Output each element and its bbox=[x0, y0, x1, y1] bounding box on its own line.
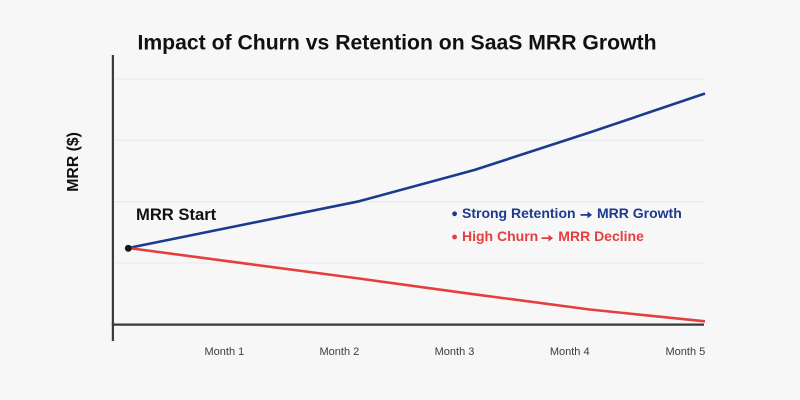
svg-text:Month 5: Month 5 bbox=[666, 346, 706, 358]
svg-text:High Churn: High Churn bbox=[462, 228, 538, 244]
svg-text:Month 2: Month 2 bbox=[320, 346, 360, 358]
svg-text:MRR Decline: MRR Decline bbox=[558, 228, 644, 244]
svg-text:Impact of Churn vs Retention o: Impact of Churn vs Retention on SaaS MRR… bbox=[137, 31, 656, 54]
svg-text:Month 3: Month 3 bbox=[435, 346, 475, 358]
svg-text:MRR Growth: MRR Growth bbox=[597, 205, 682, 221]
svg-text:MRR Start: MRR Start bbox=[136, 205, 217, 224]
svg-text:Strong Retention: Strong Retention bbox=[462, 205, 576, 221]
svg-text:MRR ($): MRR ($) bbox=[65, 132, 82, 192]
svg-text:Month 4: Month 4 bbox=[550, 346, 590, 358]
svg-text:Month 1: Month 1 bbox=[205, 346, 245, 358]
